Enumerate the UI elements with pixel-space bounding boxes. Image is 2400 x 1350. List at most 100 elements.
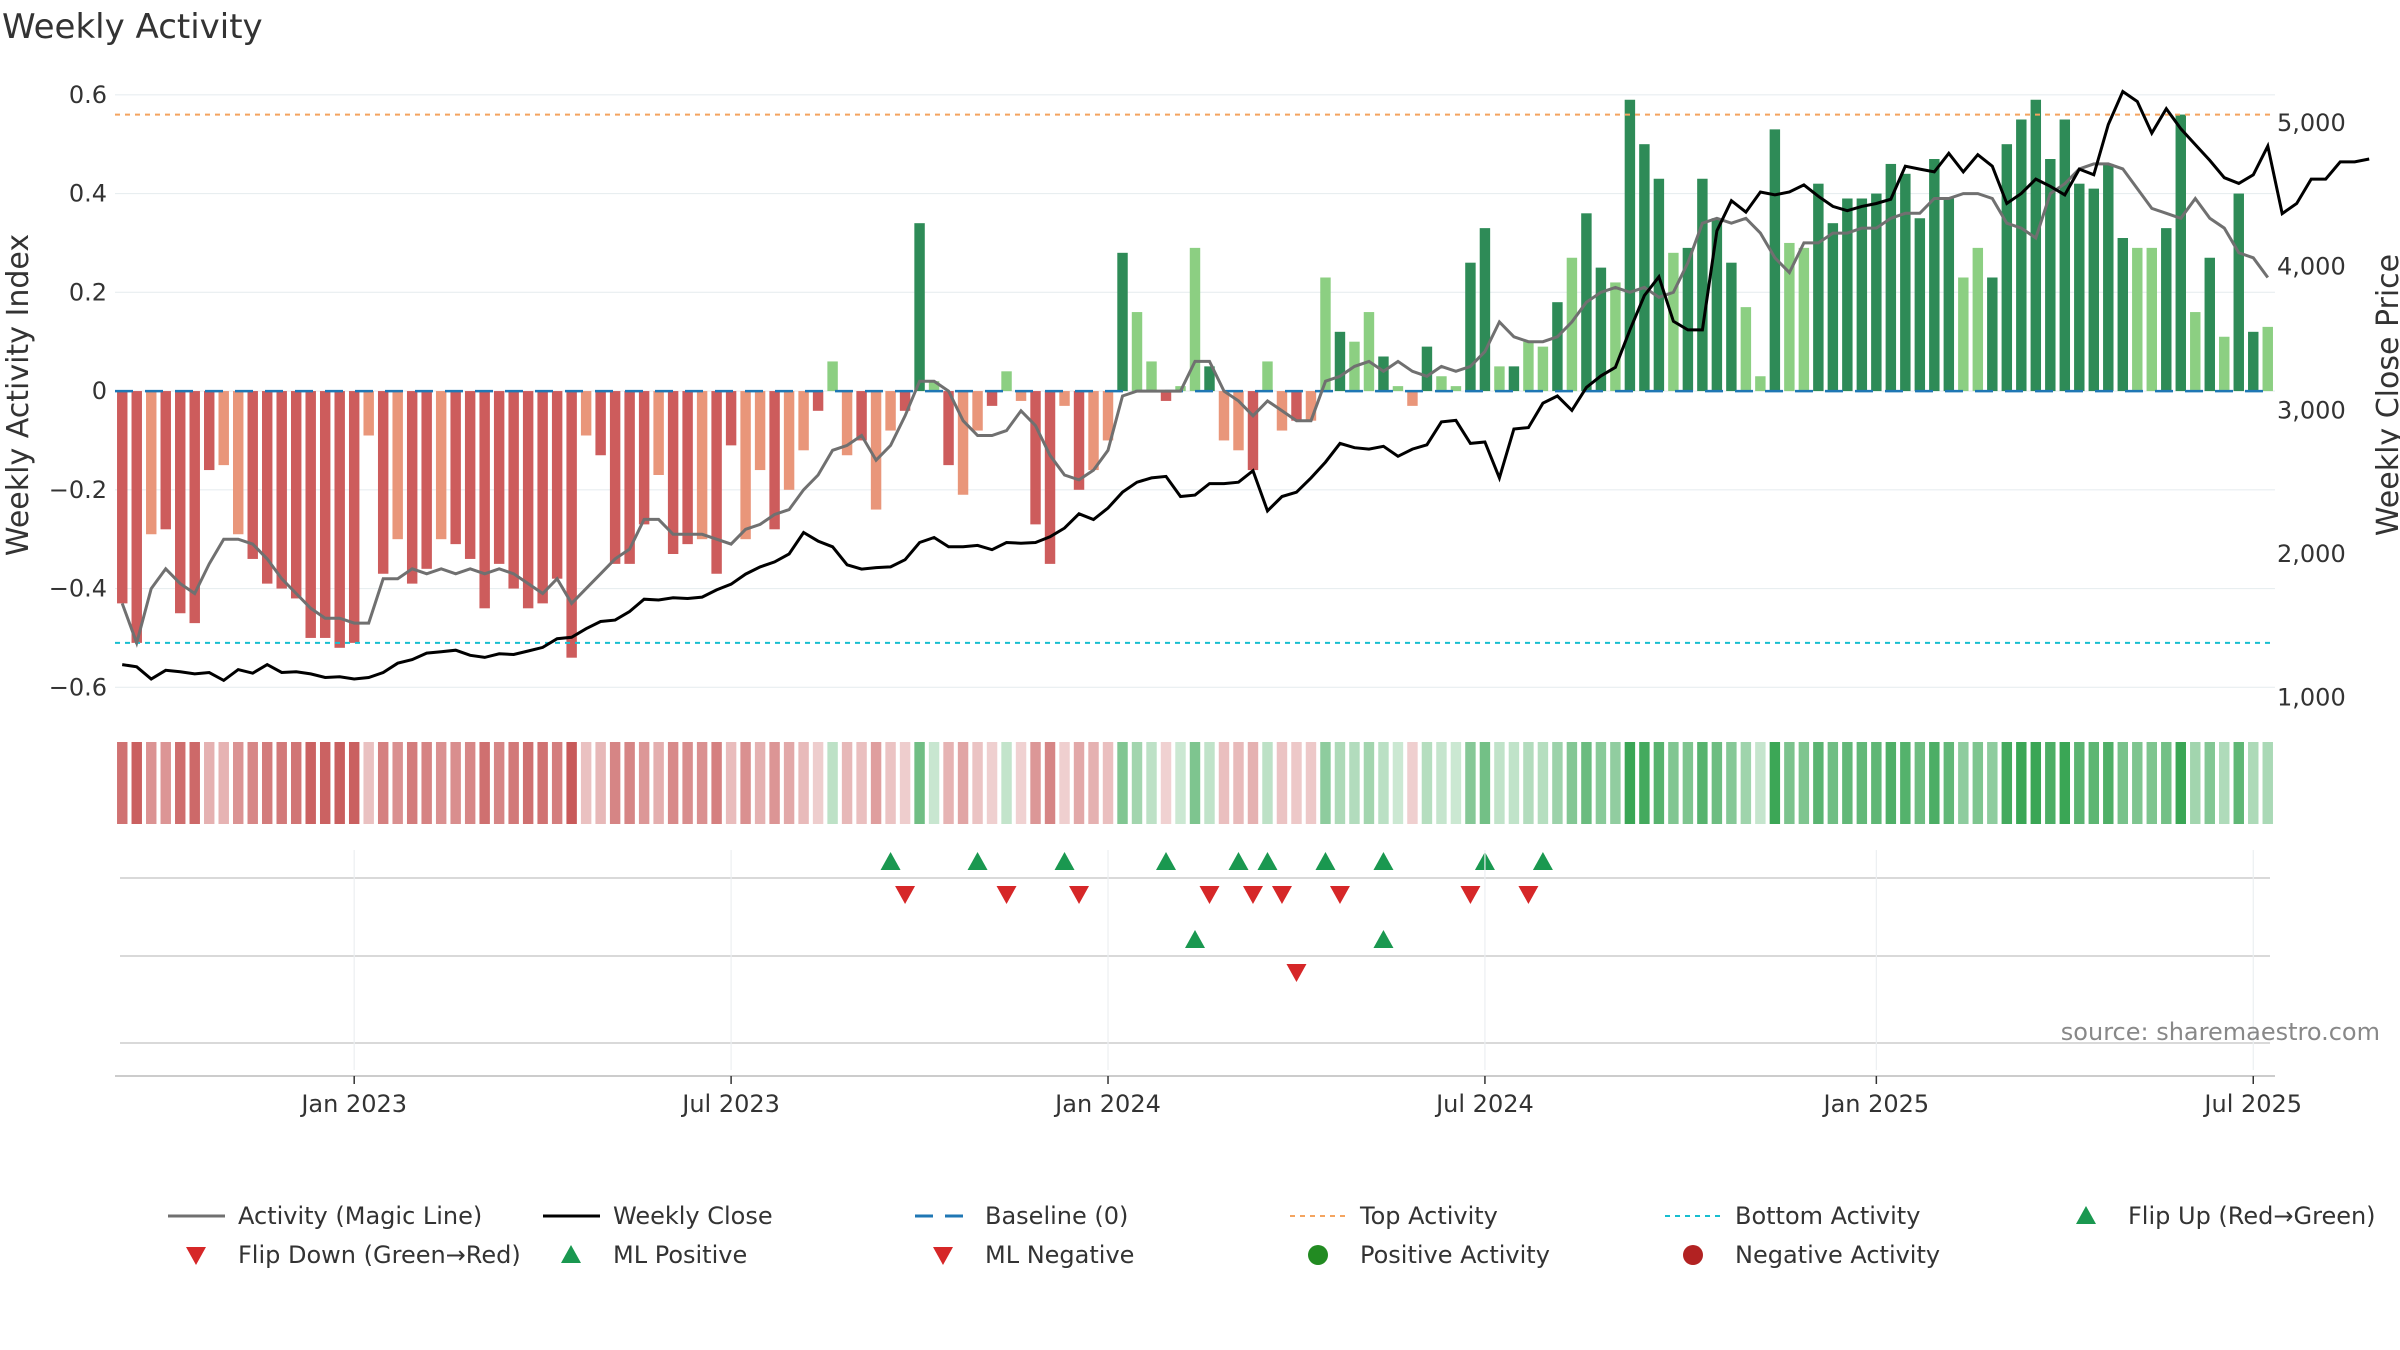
activity-bar [1958, 277, 1969, 392]
strip-cell [131, 742, 142, 824]
activity-bar [146, 391, 157, 535]
x-tick-label: Jan 2024 [1053, 1090, 1161, 1118]
legend-top-activity: Top Activity [1290, 1202, 1498, 1230]
activity-bar [204, 391, 215, 471]
activity-bar [1827, 223, 1839, 392]
activity-bar [1030, 391, 1041, 525]
activity-bar [2117, 238, 2129, 392]
activity-bar [479, 391, 490, 609]
strip-cell [2016, 742, 2027, 824]
activity-bar [522, 391, 534, 609]
strip-cell [377, 742, 389, 824]
activity-bar [1479, 228, 1491, 392]
activity-bar [1769, 129, 1781, 392]
activity-bar [827, 361, 838, 392]
strip-cell [160, 742, 171, 824]
strip-cell [1349, 742, 1360, 824]
strip-cell [1537, 742, 1549, 824]
strip-cell [1624, 742, 1636, 824]
activity-bar [1073, 391, 1085, 490]
strip-cell [1160, 742, 1172, 824]
activity-bar [1682, 247, 1694, 392]
activity-bar [943, 391, 954, 466]
legend-label: Baseline (0) [985, 1202, 1128, 1230]
strip-cell [334, 742, 345, 824]
strip-cell [348, 742, 360, 824]
activity-bar [1059, 391, 1070, 406]
strip-cell [2103, 742, 2114, 824]
weekly-close-line [121, 89, 2370, 683]
strip-cell [1653, 742, 1665, 824]
strip-cell [464, 742, 476, 824]
flip-up-marker [1373, 852, 1394, 870]
strip-cell [1131, 742, 1143, 824]
activity-bar [957, 391, 969, 495]
activity-bar [1726, 262, 1737, 392]
strip-cell [1914, 742, 1926, 824]
activity-bar [1842, 198, 1853, 392]
activity-bar [1784, 242, 1795, 392]
activity-bar [2001, 144, 2013, 392]
strip-cell [653, 742, 664, 824]
strip-cell [1102, 742, 1114, 824]
strip-cell [1175, 742, 1186, 824]
strip-cell [2233, 742, 2244, 824]
activity-bar [450, 391, 461, 545]
activity-bar [1711, 218, 1723, 392]
activity-bar [2088, 188, 2100, 392]
activity-bar [131, 391, 142, 643]
activity-bar [1494, 366, 1505, 392]
strip-cell [1363, 742, 1375, 824]
activity-bar [1885, 163, 1897, 392]
y-right-tick: 2,000 [2277, 540, 2346, 568]
source-text: source: sharemaestro.com [2061, 1018, 2380, 1046]
flip-down-marker [1329, 886, 1350, 904]
legend-swatch [2076, 1206, 2096, 1224]
activity-bar [1160, 391, 1172, 401]
y-axis-left-label: Weekly Activity Index [1, 234, 36, 556]
legend-swatch [1308, 1245, 1328, 1265]
flip-up-marker [1156, 852, 1177, 870]
strip-cell [537, 742, 548, 824]
activity-bar [377, 391, 389, 574]
activity-bar [754, 391, 766, 471]
legend-magic-line: Activity (Magic Line) [168, 1202, 482, 1230]
strip-cell [406, 742, 418, 824]
legend-label: ML Positive [613, 1241, 747, 1269]
strip-cell [2204, 742, 2215, 824]
strip-cell [233, 742, 244, 824]
activity-bar [1015, 391, 1027, 401]
strip-cell [928, 742, 940, 824]
strip-cell [1320, 742, 1331, 824]
strip-cell [1813, 742, 1824, 824]
strip-cell [261, 742, 273, 824]
legend-label: Positive Activity [1360, 1241, 1550, 1269]
strip-cell [175, 742, 186, 824]
legend-label: Bottom Activity [1735, 1202, 1920, 1230]
activity-bar [2132, 247, 2143, 392]
strip-cell [1146, 742, 1157, 824]
flip-up-marker [880, 852, 901, 870]
strip-cell [595, 742, 606, 824]
strip-cell [1929, 742, 1940, 824]
strip-cell [319, 742, 331, 824]
activity-bar [972, 391, 983, 431]
strip-cell [146, 742, 157, 824]
activity-bar [638, 391, 650, 525]
activity-bar [319, 391, 331, 638]
strip-cell [580, 742, 592, 824]
strip-cell [1987, 742, 1998, 824]
legend-swatch [186, 1247, 206, 1265]
activity-bar [189, 391, 200, 624]
legend-label: ML Negative [985, 1241, 1134, 1269]
strip-cell [1784, 742, 1795, 824]
strip-cell [682, 742, 693, 824]
activity-bar [769, 391, 780, 530]
activity-bar [1131, 312, 1143, 392]
flip-markers [120, 852, 2270, 1044]
activity-bar [1914, 218, 1926, 392]
strip-cell [117, 742, 128, 824]
legend-ml-positive: ML Positive [561, 1241, 747, 1269]
legend-positive-activity: Positive Activity [1308, 1241, 1550, 1269]
